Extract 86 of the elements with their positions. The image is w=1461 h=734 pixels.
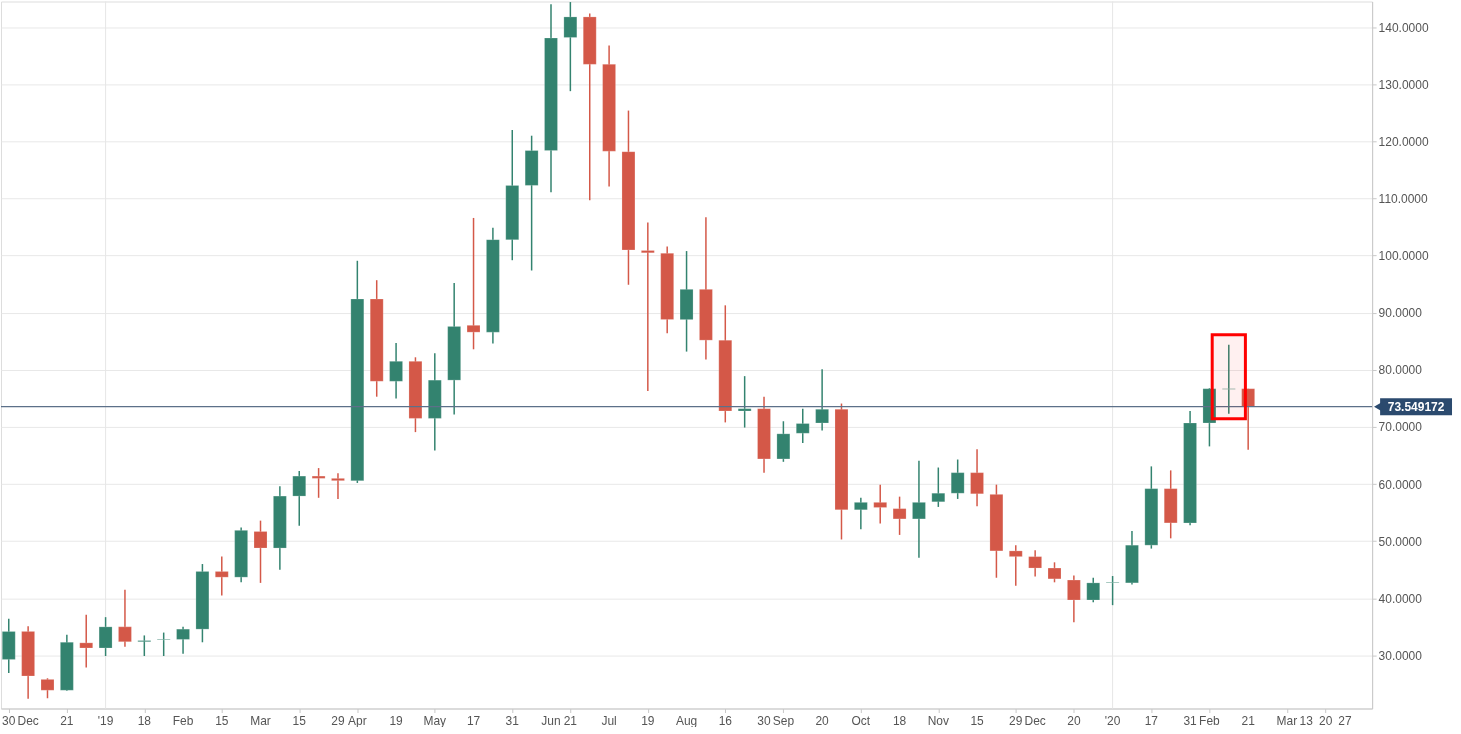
x-tick-label: Jul <box>601 713 617 728</box>
x-tick-label: Aug <box>675 713 698 728</box>
x-tick-label: Nov <box>927 713 949 728</box>
x-tick-label: Oct <box>851 713 871 728</box>
x-tick-label: 17 <box>1144 713 1159 728</box>
y-tick-label: 90.0000 <box>1378 306 1423 321</box>
x-tick-label: 20 <box>815 713 830 728</box>
candlestick <box>970 448 984 508</box>
x-tick-label: 29 <box>1009 713 1023 728</box>
x-tick-label: Mar <box>1276 713 1298 728</box>
candlestick <box>40 677 55 699</box>
candlestick <box>215 555 229 597</box>
x-tick-label: Feb <box>1199 713 1221 728</box>
x-tick-label: Apr <box>348 713 367 728</box>
x-tick-label: 27 <box>1338 713 1352 728</box>
x-tick-label: 19 <box>389 713 404 728</box>
x-tick-label: 13 <box>1299 713 1314 728</box>
candlestick <box>466 217 481 351</box>
candlestick <box>1067 574 1081 624</box>
y-tick-label: 100.0000 <box>1378 249 1429 264</box>
x-tick-label: 21 <box>563 713 578 728</box>
candlestick <box>1028 549 1042 578</box>
candlestick <box>98 616 113 657</box>
x-tick-label: 21 <box>1241 713 1256 728</box>
y-tick-label: 130.0000 <box>1378 77 1429 92</box>
x-tick-label: 17 <box>466 713 481 728</box>
y-tick-label: 60.0000 <box>1378 477 1423 492</box>
x-tick-label: Sep <box>772 713 795 728</box>
candlestick <box>854 497 868 530</box>
x-tick-label: 19 <box>641 713 655 728</box>
candlestick <box>1241 387 1255 451</box>
y-tick-label: 70.0000 <box>1378 420 1423 435</box>
candlestick <box>1105 575 1120 606</box>
x-tick-label: 15 <box>970 713 985 728</box>
y-tick-label: 50.0000 <box>1378 534 1423 549</box>
x-tick-label: 31 <box>505 713 520 728</box>
candlestick <box>253 519 268 584</box>
x-tick-label: 18 <box>137 713 152 728</box>
x-tick-label: 20 <box>1067 713 1081 728</box>
candlestick <box>796 407 810 444</box>
ref-line-label: 73.549172 <box>1387 399 1445 414</box>
x-tick-label: 20 <box>1318 713 1333 728</box>
y-tick-label: 80.0000 <box>1378 363 1423 378</box>
x-tick-label: 29 <box>331 713 345 728</box>
candlestick <box>331 472 345 500</box>
x-tick-label: 30 <box>2 713 16 728</box>
x-tick-label: 15 <box>215 713 229 728</box>
candlestick <box>950 458 965 500</box>
x-tick-label: Dec <box>17 713 39 728</box>
y-tick-label: 40.0000 <box>1378 591 1423 606</box>
x-tick-label: 15 <box>292 713 307 728</box>
candlestick <box>1047 561 1062 584</box>
candlestick <box>176 626 190 655</box>
x-tick-label: May <box>423 713 447 728</box>
x-tick-label: 30 <box>757 713 772 728</box>
candlestick <box>912 459 926 559</box>
y-tick-label: 140.0000 <box>1378 20 1429 35</box>
x-tick-label: Dec <box>1024 713 1046 728</box>
candlestick <box>118 588 132 648</box>
candlestick <box>815 368 829 432</box>
x-tick-label: 16 <box>718 713 733 728</box>
candlestick <box>311 467 326 499</box>
candlestick <box>737 375 752 429</box>
candlestick <box>892 495 907 536</box>
candlestick <box>137 634 152 657</box>
candlestick <box>79 614 93 669</box>
candlestick <box>1222 343 1236 415</box>
x-tick-label: '19 <box>97 713 114 728</box>
x-tick-label: 31 <box>1183 713 1198 728</box>
x-tick-label: Jun <box>541 713 561 728</box>
x-tick-label: Mar <box>250 713 271 728</box>
x-tick-label: '20 <box>1104 713 1121 728</box>
y-tick-label: 120.0000 <box>1378 134 1429 149</box>
x-tick-label: 21 <box>60 713 74 728</box>
x-tick-label: Feb <box>172 713 194 728</box>
candlestick <box>292 470 306 527</box>
candlestick <box>389 342 403 400</box>
candlestick <box>931 466 946 508</box>
candlestick <box>1009 544 1023 587</box>
candlestick <box>873 483 887 525</box>
candlestick <box>641 221 655 392</box>
candlestick <box>1086 576 1100 604</box>
y-tick-label: 110.0000 <box>1378 192 1428 207</box>
x-tick-label: 18 <box>892 713 907 728</box>
y-tick-label: 30.0000 <box>1378 648 1423 663</box>
candlestick <box>156 631 171 657</box>
